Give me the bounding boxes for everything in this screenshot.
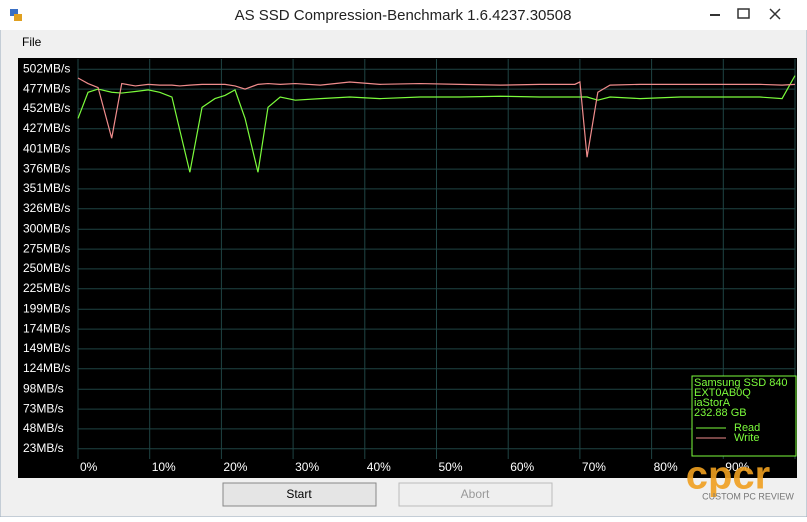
x-tick-label: 80%	[654, 460, 678, 474]
legend-box	[691, 375, 797, 457]
abort-button: Abort	[398, 482, 553, 507]
maximize-button[interactable]	[737, 8, 750, 19]
x-tick-label: 60%	[510, 460, 534, 474]
series-line	[77, 77, 796, 158]
watermark-logo: cpcr	[686, 454, 771, 498]
drive-info: Samsung SSD 840	[694, 377, 788, 389]
legend-label: Write	[734, 432, 759, 444]
x-tick-label: 30%	[295, 460, 319, 474]
title-bar	[0, 0, 807, 30]
y-tick-label: 326MB/s	[23, 201, 70, 215]
y-tick-label: 427MB/s	[23, 121, 70, 135]
drive-info: EXT0AB0Q	[694, 387, 751, 399]
y-tick-label: 23MB/s	[23, 441, 64, 455]
y-tick-label: 376MB/s	[23, 161, 70, 175]
legend-label: Read	[734, 422, 760, 434]
window-title: AS SSD Compression-Benchmark 1.6.4237.30…	[235, 7, 572, 24]
y-tick-label: 73MB/s	[23, 401, 64, 415]
x-tick-label: 40%	[367, 460, 391, 474]
drive-info: 232.88 GB	[694, 407, 747, 419]
start-button[interactable]: Start	[222, 482, 377, 507]
y-tick-label: 174MB/s	[23, 321, 70, 335]
y-tick-label: 300MB/s	[23, 221, 70, 235]
y-tick-label: 149MB/s	[23, 341, 70, 355]
x-tick-label: 50%	[439, 460, 463, 474]
y-tick-label: 351MB/s	[23, 181, 70, 195]
chart-panel	[18, 58, 797, 478]
y-tick-label: 48MB/s	[23, 421, 64, 435]
x-tick-label: 0%	[80, 460, 98, 474]
abort-label: Abort	[461, 487, 490, 501]
y-tick-label: 199MB/s	[23, 301, 70, 315]
plot: 502MB/s 477MB/s 452MB/s 427MB/s 401MB/s 376MB…	[23, 59, 796, 474]
x-tick-label: 10%	[152, 460, 176, 474]
close-button[interactable]	[769, 8, 781, 20]
y-tick-label: 401MB/s	[23, 141, 70, 155]
y-tick-label: 98MB/s	[23, 381, 64, 395]
series-line	[77, 75, 796, 173]
x-tick-label: 90%	[725, 460, 749, 474]
app-icon	[10, 9, 22, 21]
y-tick-label: 502MB/s	[23, 61, 70, 75]
y-tick-label: 275MB/s	[23, 241, 70, 255]
y-tick-label: 124MB/s	[23, 361, 70, 375]
start-label: Start	[286, 487, 312, 501]
y-tick-label: 452MB/s	[23, 101, 70, 115]
menu-item[interactable]: File	[22, 35, 42, 49]
watermark-text: CUSTOM PC REVIEW	[702, 491, 794, 501]
x-tick-label: 20%	[223, 460, 247, 474]
y-tick-label: 225MB/s	[23, 281, 70, 295]
y-tick-label: 250MB/s	[23, 261, 70, 275]
x-tick-label: 70%	[582, 460, 606, 474]
y-tick-label: 477MB/s	[23, 81, 70, 95]
drive-info: iaStorA	[694, 397, 731, 409]
